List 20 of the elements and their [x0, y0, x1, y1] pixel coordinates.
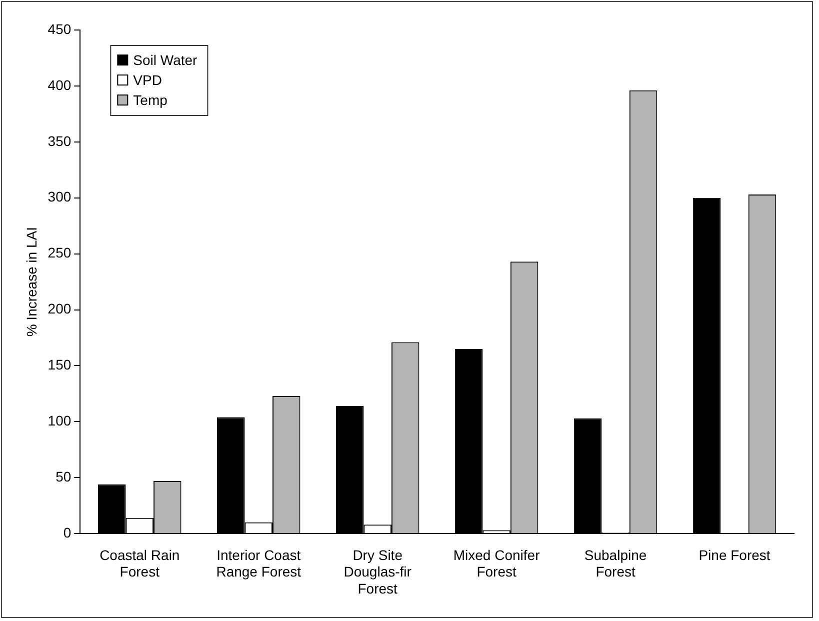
y-tick-label: 150 — [48, 356, 72, 373]
x-tick-label: Subalpine Forest — [584, 546, 647, 580]
x-tick-label: Dry Site Douglas-fir Forest — [344, 546, 412, 596]
y-tick-label: 100 — [48, 412, 72, 429]
y-tick-label: 350 — [48, 132, 72, 149]
y-tick-label: 250 — [48, 244, 72, 261]
y-tick-label: 50 — [56, 468, 72, 485]
x-tick-label: Interior Coast Range Forest — [216, 546, 302, 580]
legend-label: Temp — [133, 92, 168, 108]
legend-label: VPD — [133, 72, 162, 88]
x-tick-label: Mixed Conifer Forest — [453, 546, 540, 580]
y-tick-label: 450 — [48, 20, 72, 37]
x-tick-label: Coastal Rain Forest — [100, 546, 180, 580]
y-tick-label: 200 — [48, 300, 72, 317]
y-tick-label: 300 — [48, 188, 72, 205]
y-tick-label: 400 — [48, 76, 72, 93]
y-axis-title: % Increase in LAI — [23, 226, 40, 337]
x-tick-label: Pine Forest — [698, 546, 770, 563]
y-tick-label: 0 — [63, 524, 72, 540]
legend-label: Soil Water — [133, 52, 198, 68]
